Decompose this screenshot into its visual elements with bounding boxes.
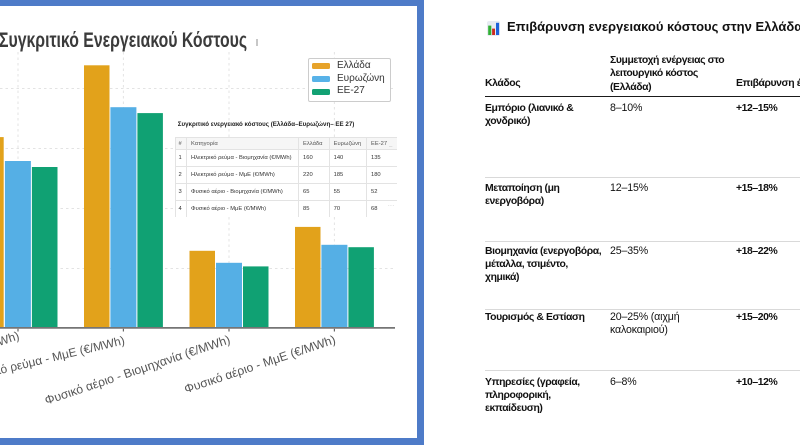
svg-text:Φυσικό αέριο - Βιομηχανία (€/M: Φυσικό αέριο - Βιομηχανία (€/MWh) [43, 333, 232, 408]
